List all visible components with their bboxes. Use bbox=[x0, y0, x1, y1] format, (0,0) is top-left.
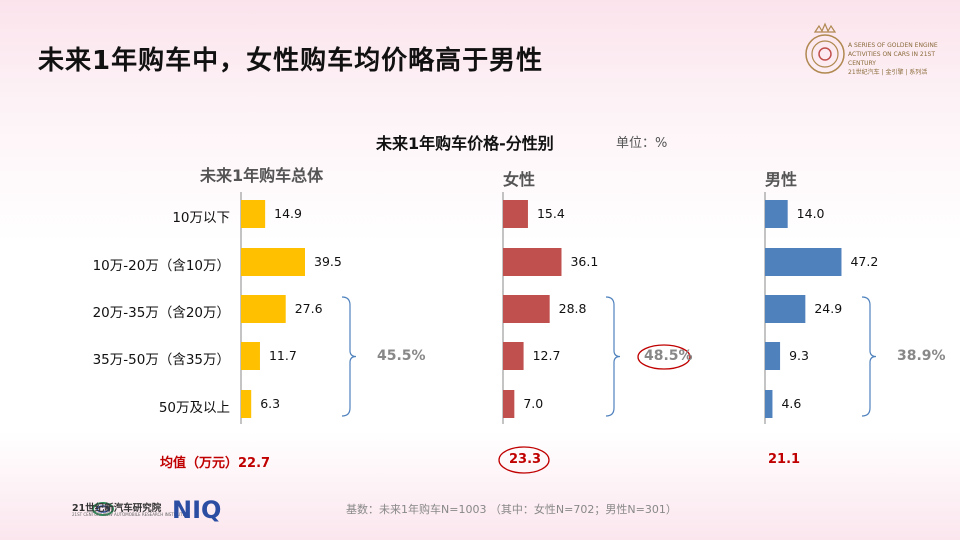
bar bbox=[503, 200, 528, 228]
institute-sub: 21ST CENTURY NEW AUTOMOBILE RESEARCH INS… bbox=[72, 512, 186, 517]
bar bbox=[503, 295, 550, 323]
bracket-label-male: 38.9% bbox=[897, 348, 946, 364]
average-male: 21.1 bbox=[768, 452, 801, 467]
bar bbox=[765, 295, 806, 323]
data-label: 4.6 bbox=[781, 396, 801, 411]
logo-text: A SERIES OF GOLDEN ENGINE ACTIVITIES ON … bbox=[848, 41, 958, 77]
bar bbox=[765, 200, 788, 228]
highlight-ellipse bbox=[498, 446, 550, 474]
average-total: 均值（万元）22.7 bbox=[160, 456, 271, 471]
bracket bbox=[861, 296, 877, 417]
data-label: 12.7 bbox=[533, 348, 561, 363]
category-label: 10万以下 bbox=[172, 210, 230, 226]
bar bbox=[765, 390, 773, 418]
data-label: 7.0 bbox=[523, 396, 543, 411]
logo-text-line2: ACTIVITIES ON CARS IN 21ST CENTURY bbox=[848, 51, 936, 67]
bar bbox=[503, 390, 515, 418]
category-label: 50万及以上 bbox=[158, 400, 230, 416]
series-header-total: 未来1年购车总体 bbox=[200, 166, 324, 185]
chart-unit: 单位：% bbox=[616, 136, 668, 151]
data-label: 47.2 bbox=[850, 254, 878, 269]
bar bbox=[503, 248, 562, 276]
institute-logo-icon bbox=[92, 502, 114, 516]
bracket bbox=[341, 296, 357, 417]
bar bbox=[241, 200, 266, 228]
bar bbox=[503, 342, 524, 370]
bracket bbox=[605, 296, 621, 417]
bar bbox=[765, 248, 842, 276]
institute-name: 21世纪新汽车研究院 bbox=[72, 503, 162, 514]
highlight-ellipse bbox=[637, 344, 691, 370]
bar bbox=[241, 342, 260, 370]
data-label: 14.9 bbox=[274, 206, 302, 221]
bar bbox=[241, 248, 305, 276]
category-label: 10万-20万（含10万） bbox=[92, 258, 230, 274]
category-label: 35万-50万（含35万） bbox=[92, 352, 230, 368]
series-header-male: 男性 bbox=[765, 170, 798, 189]
data-label: 27.6 bbox=[295, 301, 323, 316]
data-label: 24.9 bbox=[814, 301, 842, 316]
footnote: 基数：未来1年购车N=1003 （其中：女性N=702；男性N=301） bbox=[346, 503, 677, 516]
chart-title: 未来1年购车价格-分性别 bbox=[376, 134, 554, 153]
data-label: 36.1 bbox=[570, 254, 598, 269]
bracket-label-female: 48.5% bbox=[644, 348, 693, 364]
average-female: 23.3 bbox=[509, 452, 542, 467]
data-label: 15.4 bbox=[537, 206, 565, 221]
logo-text-line1: A SERIES OF GOLDEN ENGINE bbox=[848, 42, 938, 49]
category-label: 20万-35万（含20万） bbox=[92, 305, 230, 321]
data-label: 39.5 bbox=[314, 254, 342, 269]
page-title: 未来1年购车中，女性购车均价略高于男性 bbox=[38, 46, 544, 76]
logo-text-line3: 21世纪汽车 | 金引擎 | 系列活 bbox=[848, 69, 928, 76]
bar bbox=[241, 295, 286, 323]
data-label: 11.7 bbox=[269, 348, 297, 363]
bar bbox=[241, 390, 252, 418]
logo-emblem bbox=[805, 22, 845, 74]
bracket-label-total: 45.5% bbox=[377, 348, 426, 364]
data-label: 6.3 bbox=[260, 396, 280, 411]
data-label: 14.0 bbox=[797, 206, 825, 221]
bar bbox=[765, 342, 781, 370]
niq-logo: NIQ bbox=[172, 496, 222, 524]
series-header-female: 女性 bbox=[503, 170, 536, 189]
data-label: 9.3 bbox=[789, 348, 809, 363]
data-label: 28.8 bbox=[559, 301, 587, 316]
